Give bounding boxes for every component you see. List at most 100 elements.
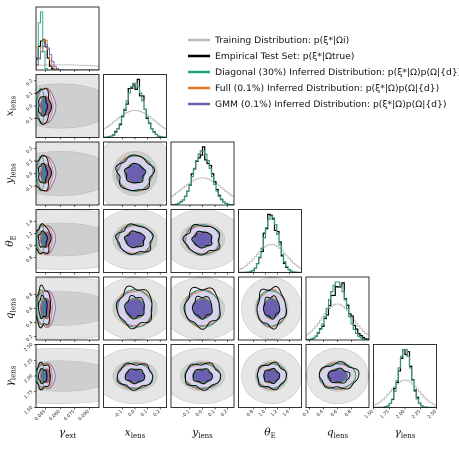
y-axis-label-1: xlens bbox=[4, 95, 18, 116]
x-tick-label: 0.6 bbox=[330, 409, 339, 418]
panel-5-3 bbox=[238, 344, 302, 410]
panel-5-0 bbox=[34, 344, 100, 410]
panel-3-0 bbox=[34, 209, 100, 275]
contour-series-2-level-0 bbox=[184, 289, 221, 328]
y-tick-label: 0.6 bbox=[25, 306, 34, 315]
contour-series-2-level-0 bbox=[36, 224, 46, 255]
contour-empirical-level-0 bbox=[182, 224, 221, 256]
x-tick-label: 2.50 bbox=[426, 409, 438, 421]
hist-1-series-0 bbox=[103, 110, 167, 138]
x-axis-label-5: γlens bbox=[395, 427, 416, 441]
hist-1-series-2 bbox=[103, 82, 167, 138]
y-axis-label-3: θE bbox=[4, 235, 18, 246]
contour-empirical-level-0 bbox=[36, 223, 52, 255]
x-tick-label: 0.0 bbox=[195, 409, 204, 418]
panel-5-2 bbox=[170, 344, 235, 410]
contour-empirical-level-1 bbox=[192, 368, 214, 385]
x-axis-label-3: θE bbox=[264, 427, 275, 441]
contour-series-2-level-0 bbox=[117, 289, 153, 328]
x-tick-label: 0.2 bbox=[302, 409, 311, 418]
y-tick-label: 0.1 bbox=[25, 91, 34, 100]
contour-series-2-level-1 bbox=[192, 298, 213, 319]
contour-training-inner bbox=[36, 151, 99, 196]
x-tick-label: 0.060 bbox=[48, 409, 62, 423]
x-tick-label: 0.2 bbox=[152, 409, 161, 418]
legend-label-1: Empirical Test Set: p(ξ*|Ωtrue) bbox=[215, 51, 354, 62]
y-tick-label: 2.00 bbox=[23, 373, 35, 385]
hist-4-series-2 bbox=[306, 281, 369, 340]
contour-empirical-level-1 bbox=[37, 230, 48, 248]
x-tick-label: 0.0 bbox=[127, 409, 136, 418]
y-tick-label: 0.4 bbox=[25, 320, 34, 329]
y-tick-label: 0.2 bbox=[25, 145, 34, 154]
x-axis-label-4: qlens bbox=[327, 427, 349, 441]
contour-empirical-level-1 bbox=[191, 230, 213, 249]
y-tick-label: 1.4 bbox=[25, 219, 34, 228]
y-axis-label-2: ylens bbox=[4, 163, 18, 185]
panel-4-1 bbox=[103, 276, 167, 342]
y-tick-label: 0.1 bbox=[25, 158, 34, 167]
contour-series-2-level-0 bbox=[36, 155, 46, 192]
panel-1-0 bbox=[34, 74, 100, 140]
x-tick-label: 0.090 bbox=[77, 409, 91, 423]
hist-3-series-2 bbox=[238, 215, 302, 273]
hist-2-series-1 bbox=[171, 146, 234, 205]
panel-3-3 bbox=[238, 209, 302, 275]
contour-empirical-level-1 bbox=[123, 230, 146, 249]
y-axis-label-4: qlens bbox=[4, 297, 18, 319]
legend-label-2: Diagonal (30%) Inferred Distribution: p(… bbox=[215, 67, 459, 78]
contour-empirical-level-1 bbox=[37, 95, 49, 117]
y-tick-label: 1.2 bbox=[25, 231, 34, 240]
x-tick-label: 0.8 bbox=[246, 409, 255, 418]
panel-2-2 bbox=[170, 141, 235, 207]
x-tick-label: 1.75 bbox=[379, 409, 391, 421]
contour-empirical-level-1 bbox=[191, 295, 213, 320]
x-tick-label: 1.2 bbox=[270, 409, 279, 418]
contour-series-3-level-1 bbox=[39, 95, 50, 117]
y-tick-label: 1.75 bbox=[23, 389, 35, 401]
hist-4-series-4 bbox=[306, 281, 369, 340]
contour-series-2-level-0 bbox=[36, 362, 46, 390]
contour-empirical-level-0 bbox=[36, 284, 52, 329]
contour-empirical-level-1 bbox=[123, 162, 147, 184]
x-tick-label: 0.1 bbox=[207, 409, 216, 418]
panel-frame bbox=[35, 209, 100, 273]
contour-empirical-level-1 bbox=[124, 294, 145, 320]
x-tick-label: -0.1 bbox=[113, 409, 124, 420]
panel-4-0 bbox=[34, 276, 100, 342]
y-axis-label-5: γlens bbox=[4, 365, 18, 386]
hist-4-series-3 bbox=[306, 281, 369, 340]
contour-empirical-level-0 bbox=[116, 362, 154, 391]
contour-empirical-level-0 bbox=[257, 361, 287, 391]
y-tick-label: 0.2 bbox=[25, 334, 34, 343]
panel-3-1 bbox=[103, 209, 167, 275]
y-tick-label: 2.25 bbox=[23, 357, 35, 369]
contour-series-2-level-1 bbox=[38, 163, 44, 184]
legend-label-4: GMM (0.1%) Inferred Distribution: p(ξ*|Ω… bbox=[215, 99, 446, 110]
hist-4-series-0 bbox=[306, 303, 369, 340]
panel-1-1 bbox=[103, 74, 167, 140]
contour-series-2-level-0 bbox=[36, 88, 46, 124]
y-tick-label: -0.1 bbox=[24, 116, 35, 127]
panel-5-5 bbox=[373, 344, 437, 410]
y-tick-label: -0.1 bbox=[24, 183, 35, 194]
contour-series-2-level-0 bbox=[184, 363, 221, 389]
panel-2-1 bbox=[103, 141, 167, 207]
panel-frame bbox=[238, 209, 302, 273]
contour-series-3-level-1 bbox=[40, 368, 50, 384]
contour-empirical-level-1 bbox=[124, 368, 146, 385]
contour-empirical-level-0 bbox=[185, 362, 222, 391]
x-tick-label: 1.0 bbox=[258, 409, 267, 418]
contour-series-3-level-1 bbox=[39, 163, 50, 184]
x-tick-label: 1.4 bbox=[282, 409, 291, 418]
contour-series-3-level-1 bbox=[39, 231, 50, 248]
contour-training-inner bbox=[36, 222, 99, 257]
panel-frame bbox=[35, 6, 100, 71]
panel-0-0 bbox=[35, 6, 100, 72]
y-tick-label: 0.2 bbox=[25, 78, 34, 87]
x-tick-label: 0.045 bbox=[34, 409, 48, 423]
y-tick-label: 0.0 bbox=[25, 171, 34, 180]
y-tick-label: 0.8 bbox=[25, 255, 34, 264]
panel-frame bbox=[238, 344, 302, 408]
